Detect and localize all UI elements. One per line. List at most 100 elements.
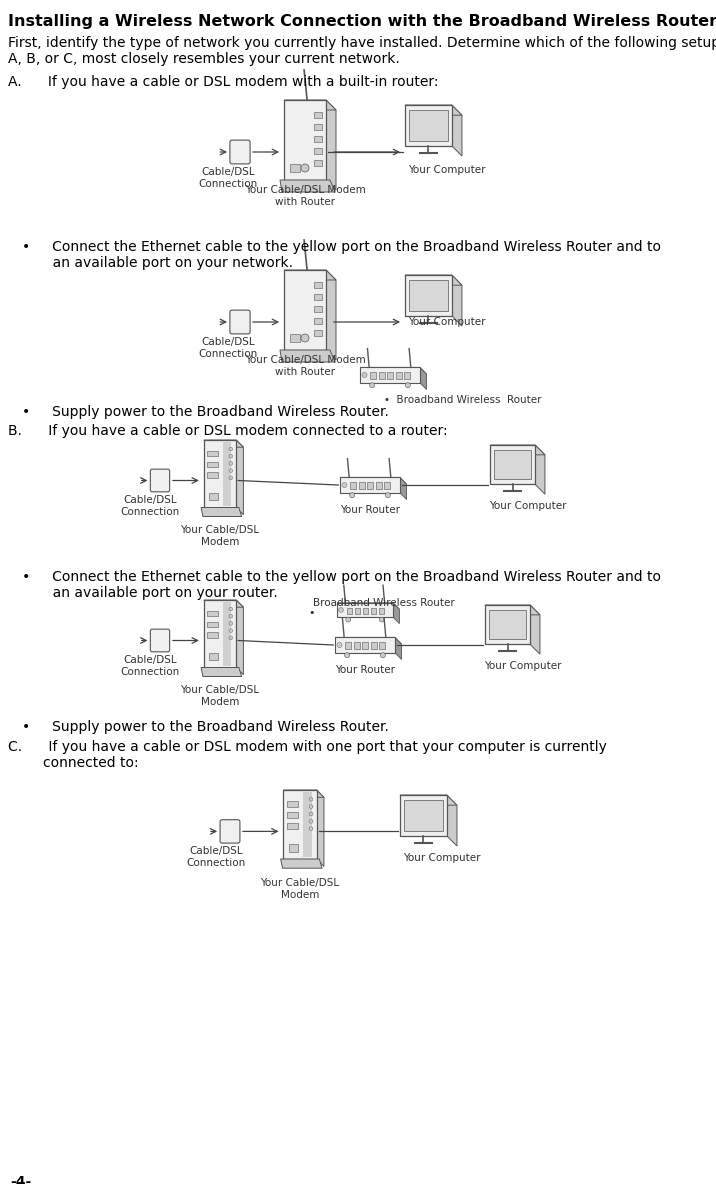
- Polygon shape: [420, 367, 427, 390]
- Circle shape: [385, 493, 390, 497]
- Bar: [405, 105, 452, 146]
- Text: Cable/DSL
Connection: Cable/DSL Connection: [120, 495, 180, 517]
- Circle shape: [229, 629, 233, 632]
- Bar: [410, 281, 448, 310]
- Bar: [350, 482, 357, 489]
- Text: Your Computer: Your Computer: [408, 165, 485, 175]
- Bar: [208, 632, 218, 638]
- Bar: [337, 603, 393, 617]
- Text: Your Cable/DSL Modem
with Router: Your Cable/DSL Modem with Router: [245, 355, 365, 377]
- Polygon shape: [337, 603, 400, 610]
- Circle shape: [337, 643, 342, 648]
- Polygon shape: [485, 605, 540, 614]
- FancyBboxPatch shape: [230, 140, 250, 163]
- Bar: [396, 373, 402, 379]
- Polygon shape: [280, 180, 335, 192]
- Bar: [223, 601, 231, 665]
- Polygon shape: [405, 275, 462, 285]
- Bar: [287, 823, 298, 829]
- Bar: [208, 462, 218, 466]
- Bar: [314, 294, 322, 300]
- Circle shape: [229, 462, 233, 465]
- Bar: [340, 477, 400, 493]
- Text: Your Cable/DSL
Modem: Your Cable/DSL Modem: [180, 686, 260, 707]
- Bar: [362, 607, 368, 614]
- Text: •     Connect the Ethernet cable to the yellow port on the Broadband Wireless Ro: • Connect the Ethernet cable to the yell…: [22, 240, 661, 255]
- Text: Your Router: Your Router: [335, 665, 395, 675]
- Circle shape: [362, 373, 367, 378]
- Text: Cable/DSL
Connection: Cable/DSL Connection: [198, 337, 258, 359]
- Text: A.      If you have a cable or DSL modem with a built-in router:: A. If you have a cable or DSL modem with…: [8, 75, 438, 89]
- Polygon shape: [284, 99, 336, 110]
- Polygon shape: [236, 600, 243, 675]
- Text: an available port on your network.: an available port on your network.: [22, 256, 293, 270]
- Bar: [304, 792, 311, 857]
- FancyBboxPatch shape: [220, 819, 240, 843]
- Polygon shape: [236, 440, 243, 515]
- Bar: [314, 305, 322, 313]
- Bar: [490, 445, 535, 484]
- Polygon shape: [326, 99, 336, 189]
- Polygon shape: [452, 275, 462, 326]
- Bar: [314, 330, 322, 336]
- Bar: [314, 148, 322, 154]
- Circle shape: [380, 652, 385, 658]
- Polygon shape: [395, 637, 402, 659]
- Text: Cable/DSL
Connection: Cable/DSL Connection: [120, 656, 180, 677]
- Polygon shape: [281, 860, 322, 868]
- Bar: [405, 373, 410, 379]
- Circle shape: [229, 636, 233, 639]
- Circle shape: [309, 797, 313, 802]
- Circle shape: [379, 617, 384, 622]
- Bar: [376, 482, 382, 489]
- Polygon shape: [201, 668, 241, 676]
- Text: Your Cable/DSL Modem
with Router: Your Cable/DSL Modem with Router: [245, 185, 365, 206]
- Bar: [208, 472, 218, 478]
- Polygon shape: [326, 270, 336, 360]
- Text: -4-: -4-: [10, 1175, 32, 1184]
- Bar: [405, 800, 442, 831]
- Bar: [400, 794, 447, 836]
- Text: •     Supply power to the Broadband Wireless Router.: • Supply power to the Broadband Wireless…: [22, 720, 389, 734]
- Bar: [379, 643, 385, 649]
- Text: Your Computer: Your Computer: [489, 501, 567, 511]
- Circle shape: [309, 826, 313, 830]
- Text: C.      If you have a cable or DSL modem with one port that your computer is cur: C. If you have a cable or DSL modem with…: [8, 740, 607, 754]
- Bar: [410, 110, 448, 141]
- Polygon shape: [201, 508, 241, 516]
- Bar: [284, 270, 326, 350]
- Circle shape: [229, 469, 233, 472]
- Bar: [405, 275, 452, 316]
- Text: Your Cable/DSL
Modem: Your Cable/DSL Modem: [261, 879, 339, 900]
- Circle shape: [405, 382, 410, 387]
- Circle shape: [309, 812, 313, 816]
- Bar: [370, 373, 377, 379]
- Polygon shape: [405, 105, 462, 115]
- Bar: [284, 99, 326, 180]
- Polygon shape: [447, 794, 457, 847]
- Bar: [384, 482, 390, 489]
- Bar: [367, 482, 374, 489]
- Circle shape: [229, 448, 233, 451]
- Circle shape: [344, 652, 349, 658]
- Text: Cable/DSL
Connection: Cable/DSL Connection: [186, 847, 246, 868]
- Text: Your Router: Your Router: [340, 506, 400, 515]
- Text: •     Supply power to the Broadband Wireless Router.: • Supply power to the Broadband Wireless…: [22, 405, 389, 419]
- Polygon shape: [284, 270, 336, 279]
- Polygon shape: [400, 477, 407, 500]
- Bar: [204, 440, 236, 508]
- Text: connected to:: connected to:: [8, 757, 139, 770]
- Bar: [290, 165, 300, 172]
- Bar: [379, 607, 384, 614]
- Polygon shape: [316, 790, 324, 867]
- Bar: [314, 112, 322, 118]
- Polygon shape: [340, 477, 407, 484]
- Text: •     Connect the Ethernet cable to the yellow port on the Broadband Wireless Ro: • Connect the Ethernet cable to the yell…: [22, 570, 661, 584]
- Circle shape: [229, 607, 233, 611]
- Circle shape: [339, 607, 344, 612]
- Polygon shape: [204, 600, 243, 607]
- Text: Your Computer: Your Computer: [403, 852, 480, 863]
- Bar: [379, 373, 385, 379]
- Bar: [314, 282, 322, 288]
- Circle shape: [229, 622, 233, 625]
